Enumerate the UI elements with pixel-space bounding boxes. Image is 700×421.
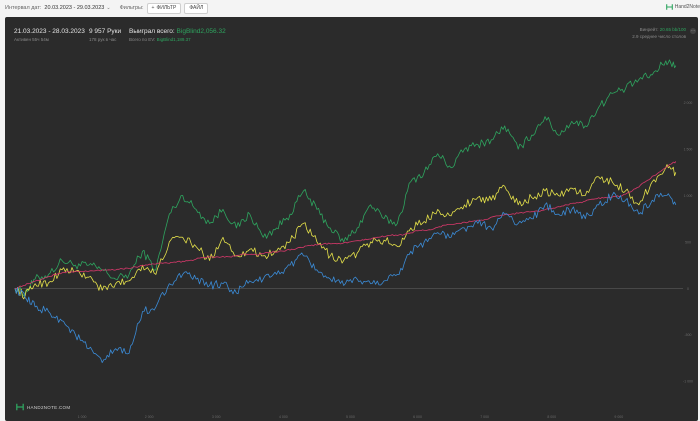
date-range-select[interactable]: 20.03.2023 - 29.03.2023 ⌄: [44, 5, 110, 11]
series-line-green: [14, 59, 677, 297]
y-tick-label: 500: [685, 240, 691, 244]
y-tick-label: -500: [684, 333, 691, 337]
hands-stat: 9 957 Руки 178 рук в час: [89, 28, 121, 42]
tables-info: 2.9 среднее число столов: [632, 34, 686, 39]
winnings-chart[interactable]: 2 000 1 500 1 000 500 0 -500 -1 000 1 000 2 000 3…: [5, 17, 698, 421]
hands-per-hour: 178 рук в час: [89, 37, 117, 42]
won-label: Выиграл всего:: [129, 28, 175, 35]
x-tick-label: 6 000: [413, 415, 422, 419]
add-filter-button[interactable]: + ФИЛЬТР: [146, 2, 182, 14]
ev-label: Всего по EV:: [129, 37, 156, 42]
series-line-pink: [14, 161, 677, 289]
winrate-info: Винрейт: 20.65 bb/100 2.9 среднее число …: [632, 27, 686, 39]
winrate-label: Винрейт:: [639, 27, 659, 32]
hands-count: 9 957 Руки: [89, 28, 122, 35]
filters-label: Фильтры:: [119, 5, 144, 11]
hand2note-logo-icon: [665, 4, 673, 10]
x-tick-label: 1 000: [78, 415, 87, 419]
x-tick-label: 3 000: [212, 415, 221, 419]
file-button-label: ФАЙЛ: [189, 5, 204, 11]
series-line-blue: [14, 191, 677, 364]
winnings-stat: Выиграл всего: BigBlind2,056.32 Всего по…: [129, 28, 226, 42]
won-value: BigBlind2,056.32: [176, 28, 226, 35]
series-line-yellow: [14, 164, 677, 300]
add-filter-label: ФИЛЬТР: [156, 5, 177, 11]
y-tick-label: 1 000: [684, 194, 693, 198]
more-options-button[interactable]: ⋯: [690, 28, 696, 34]
top-toolbar: Интервал дат: 20.03.2023 - 29.03.2023 ⌄ …: [0, 0, 700, 16]
brand-name: Hand2Note: [674, 4, 700, 10]
date-range-value: 20.03.2023 - 29.03.2023: [44, 5, 105, 11]
more-icon: ⋯: [690, 28, 696, 34]
file-button[interactable]: ФАЙЛ: [184, 2, 209, 14]
y-tick-label: 0: [687, 287, 689, 291]
plus-icon: +: [151, 5, 155, 11]
period-range: 21.03.2023 - 28.03.2023: [14, 28, 85, 35]
x-tick-label: 8 000: [547, 415, 556, 419]
x-tick-label: 2 000: [145, 415, 154, 419]
graph-panel: 2 000 1 500 1 000 500 0 -500 -1 000 1 000 2 000 3…: [5, 17, 698, 421]
y-tick-label: 1 500: [684, 148, 693, 152]
x-tick-label: 7 000: [480, 415, 489, 419]
hand2note-watermark-icon: [16, 403, 24, 411]
y-tick-label: 2 000: [684, 101, 693, 105]
active-time: Активен 55ч 54м: [14, 37, 49, 42]
ev-value: BigBlind1,189.37: [156, 37, 191, 42]
winrate-value: 20.65 bb/100: [659, 27, 686, 32]
watermark: HAND2NOTE.COM: [16, 403, 70, 411]
y-tick-label: -1 000: [683, 380, 693, 384]
brand: Hand2Note: [665, 3, 700, 11]
x-tick-label: 4 000: [279, 415, 288, 419]
date-interval-label: Интервал дат:: [5, 5, 42, 11]
chevron-down-icon: ⌄: [106, 5, 111, 11]
watermark-text: HAND2NOTE.COM: [27, 404, 71, 410]
period-stat: 21.03.2023 - 28.03.2023 Активен 55ч 54м: [14, 28, 85, 42]
x-tick-label: 9 000: [614, 415, 623, 419]
x-tick-label: 5 000: [346, 415, 355, 419]
